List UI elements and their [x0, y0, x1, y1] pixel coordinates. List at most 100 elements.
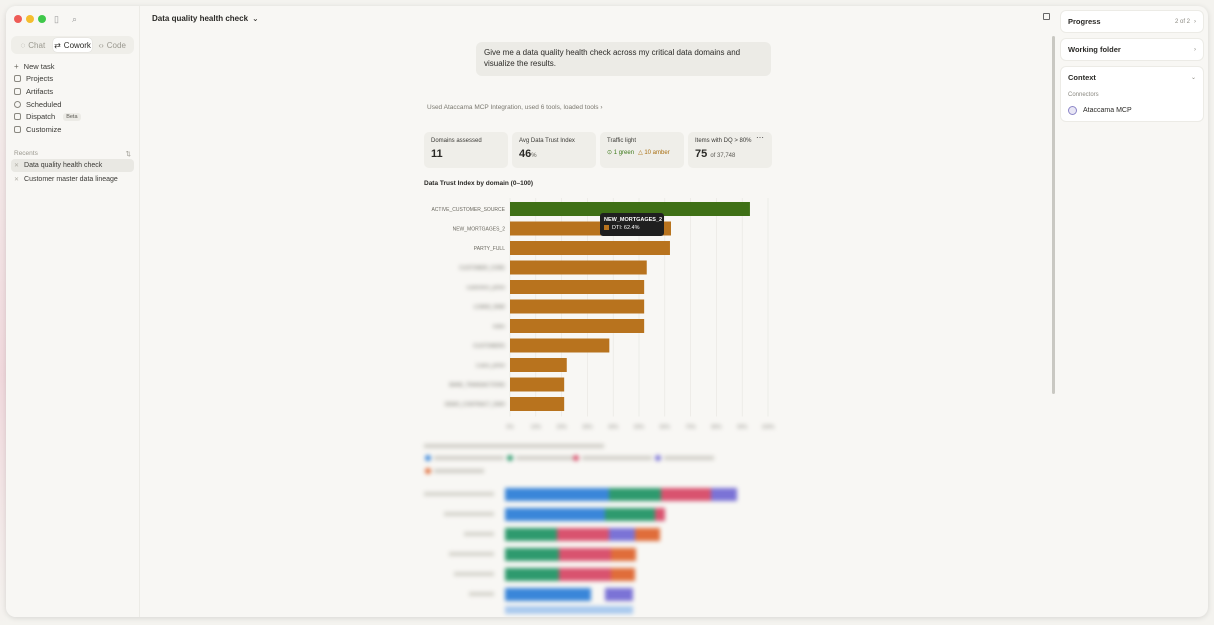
search-icon[interactable]: ⌕ — [72, 14, 78, 24]
bar[interactable] — [510, 358, 567, 372]
tooltip-value: DTI: 62.4% — [612, 225, 640, 231]
bar[interactable] — [510, 260, 647, 275]
kpi-value: 11 — [431, 148, 501, 160]
bar[interactable] — [510, 241, 670, 255]
sidebar-toggle-icon[interactable]: ▯ — [54, 14, 59, 24]
x-tick-label: 90% — [737, 425, 748, 431]
chat-icon: ◌ — [20, 40, 26, 50]
recent-item[interactable]: ✕ Data quality health check — [11, 158, 134, 172]
category-label: CUSTOMER_CORE — [459, 266, 505, 272]
kpi-value: 46% — [519, 148, 589, 160]
category-label: customers_prime — [467, 285, 506, 291]
tools-summary[interactable]: Used Ataccama MCP Integration, used 6 to… — [427, 104, 603, 111]
x-tick-label: 20% — [557, 425, 568, 431]
cowork-icon: ⇄ — [54, 40, 61, 50]
recent-item-label: Data quality health check — [24, 161, 103, 169]
bar[interactable] — [510, 299, 645, 314]
code-icon: ‹› — [98, 40, 104, 50]
sidebar-item-projects[interactable]: Projects — [11, 73, 134, 86]
main-scrollbar[interactable] — [1052, 36, 1055, 394]
user-message-text: Give me a data quality health check acro… — [484, 48, 741, 68]
recent-item-label: Customer master data lineage — [24, 175, 118, 183]
x-tick-label: 40% — [608, 425, 619, 431]
x-tick-label: 80% — [711, 425, 722, 431]
chevron-down-icon: ⌄ — [1190, 75, 1196, 81]
x-tick-label: 100% — [762, 425, 775, 431]
recent-item[interactable]: ✕ Customer master data lineage — [11, 173, 134, 186]
x-tick-label: 10% — [531, 425, 542, 431]
background-edge — [0, 0, 6, 625]
working-folder-card[interactable]: Working folder › — [1060, 38, 1204, 61]
panel-toggle-icon[interactable] — [1043, 13, 1050, 20]
category-label: NEW_MORTGAGES_2 — [453, 227, 506, 233]
category-label: LOANS_RAW — [474, 305, 505, 311]
component-breakdown-chart — [424, 444, 737, 614]
bar[interactable] — [510, 280, 645, 294]
folder-icon — [14, 75, 21, 83]
traffic-light-summary: ⊙ 1 green △ 10 amber — [607, 149, 677, 156]
sidebar-nav: + New task Projects Artifacts Scheduled … — [11, 60, 134, 136]
sidebar-item-label: Dispatch — [26, 112, 56, 122]
x-tick-label: 50% — [634, 425, 645, 431]
kpi-label: Items with DQ > 80% — [695, 138, 752, 144]
mode-cowork-label: Cowork — [63, 40, 91, 50]
category-label: PARTY_FULL — [474, 246, 505, 252]
category-label: ACTIVE_CUSTOMER_SOURCE — [431, 207, 505, 213]
chart-title: Data Trust Index by domain (0–100) — [424, 180, 534, 187]
connectors-label: Connectors — [1068, 92, 1099, 98]
mode-cowork[interactable]: ⇄ Cowork — [52, 38, 93, 52]
context-header[interactable]: Context ⌄ — [1068, 73, 1196, 82]
close-window-button[interactable] — [14, 15, 22, 23]
category-label: index — [493, 324, 505, 330]
bar[interactable] — [510, 338, 610, 353]
kpi-label: Traffic light — [607, 138, 637, 144]
mode-code-label: Code — [106, 40, 126, 50]
sidebar-item-label: Customize — [26, 124, 62, 134]
right-panel: Progress 2 of 2 › Working folder › Contex… — [1060, 6, 1208, 617]
amber-count: △ 10 amber — [638, 150, 670, 156]
beta-badge: Beta — [63, 112, 81, 121]
kpi-number: 75 — [695, 148, 708, 160]
green-count-label: 1 green — [613, 150, 635, 156]
category-label: BANK_TRANSACTIONS — [449, 383, 505, 389]
progress-card[interactable]: Progress 2 of 2 › — [1060, 10, 1204, 33]
kpi-suffix: % — [531, 153, 537, 159]
kpi-label: Avg Data Trust Index — [519, 138, 575, 144]
conversation-header[interactable]: Data quality health check ⌄ — [140, 6, 1058, 30]
plus-icon: + — [14, 61, 19, 71]
kpi-row: Domains assessed 11 Avg Data Trust Index… — [424, 132, 772, 168]
sidebar-item-label: Projects — [26, 74, 54, 84]
sidebar-item-artifacts[interactable]: Artifacts — [11, 85, 134, 98]
tooltip-swatch — [604, 225, 609, 231]
bar[interactable] — [510, 319, 645, 333]
category-label: CUSTOMERS — [473, 344, 506, 350]
maximize-window-button[interactable] — [38, 15, 46, 23]
kpi-number: 46 — [519, 148, 532, 160]
tooltip-title: NEW_MORTGAGES_2 — [604, 217, 663, 223]
sidebar-item-dispatch[interactable]: Dispatch Beta — [11, 110, 134, 123]
mode-code[interactable]: ‹› Code — [92, 38, 132, 52]
mode-chat[interactable]: ◌ Chat — [13, 38, 53, 52]
app-window: ▯ ⌕ ◌ Chat ⇄ Cowork ‹› Code + New task Proj… — [6, 6, 1208, 617]
sidebar-item-customize[interactable]: Customize — [11, 123, 134, 136]
bar[interactable] — [510, 397, 565, 411]
connector-item[interactable]: Ataccama MCP — [1068, 106, 1196, 115]
bar[interactable] — [510, 377, 565, 392]
category-label: Loans_prime — [476, 363, 505, 369]
chevron-right-icon: › — [1194, 46, 1196, 53]
chevron-down-icon: ⌄ — [252, 13, 259, 23]
sort-icon[interactable]: ⇅ — [125, 150, 131, 158]
sidebar-item-scheduled[interactable]: Scheduled — [11, 98, 134, 111]
minimize-window-button[interactable] — [26, 15, 34, 23]
clock-icon — [14, 100, 21, 108]
tools-summary-text: Used Ataccama MCP Integration, used 6 to… — [427, 104, 599, 111]
bar[interactable] — [510, 202, 750, 216]
mode-chat-label: Chat — [28, 40, 46, 50]
chevron-right-icon: › — [600, 104, 603, 111]
more-options-icon[interactable]: ⋯ — [756, 133, 765, 142]
sidebar-item-new-task[interactable]: + New task — [11, 60, 134, 73]
connector-icon — [1068, 106, 1077, 115]
kpi-card: Domains assessed 11 — [424, 132, 508, 168]
kpi-suffix: of 37,748 — [710, 153, 736, 159]
sidebar-item-label: New task — [23, 61, 55, 71]
